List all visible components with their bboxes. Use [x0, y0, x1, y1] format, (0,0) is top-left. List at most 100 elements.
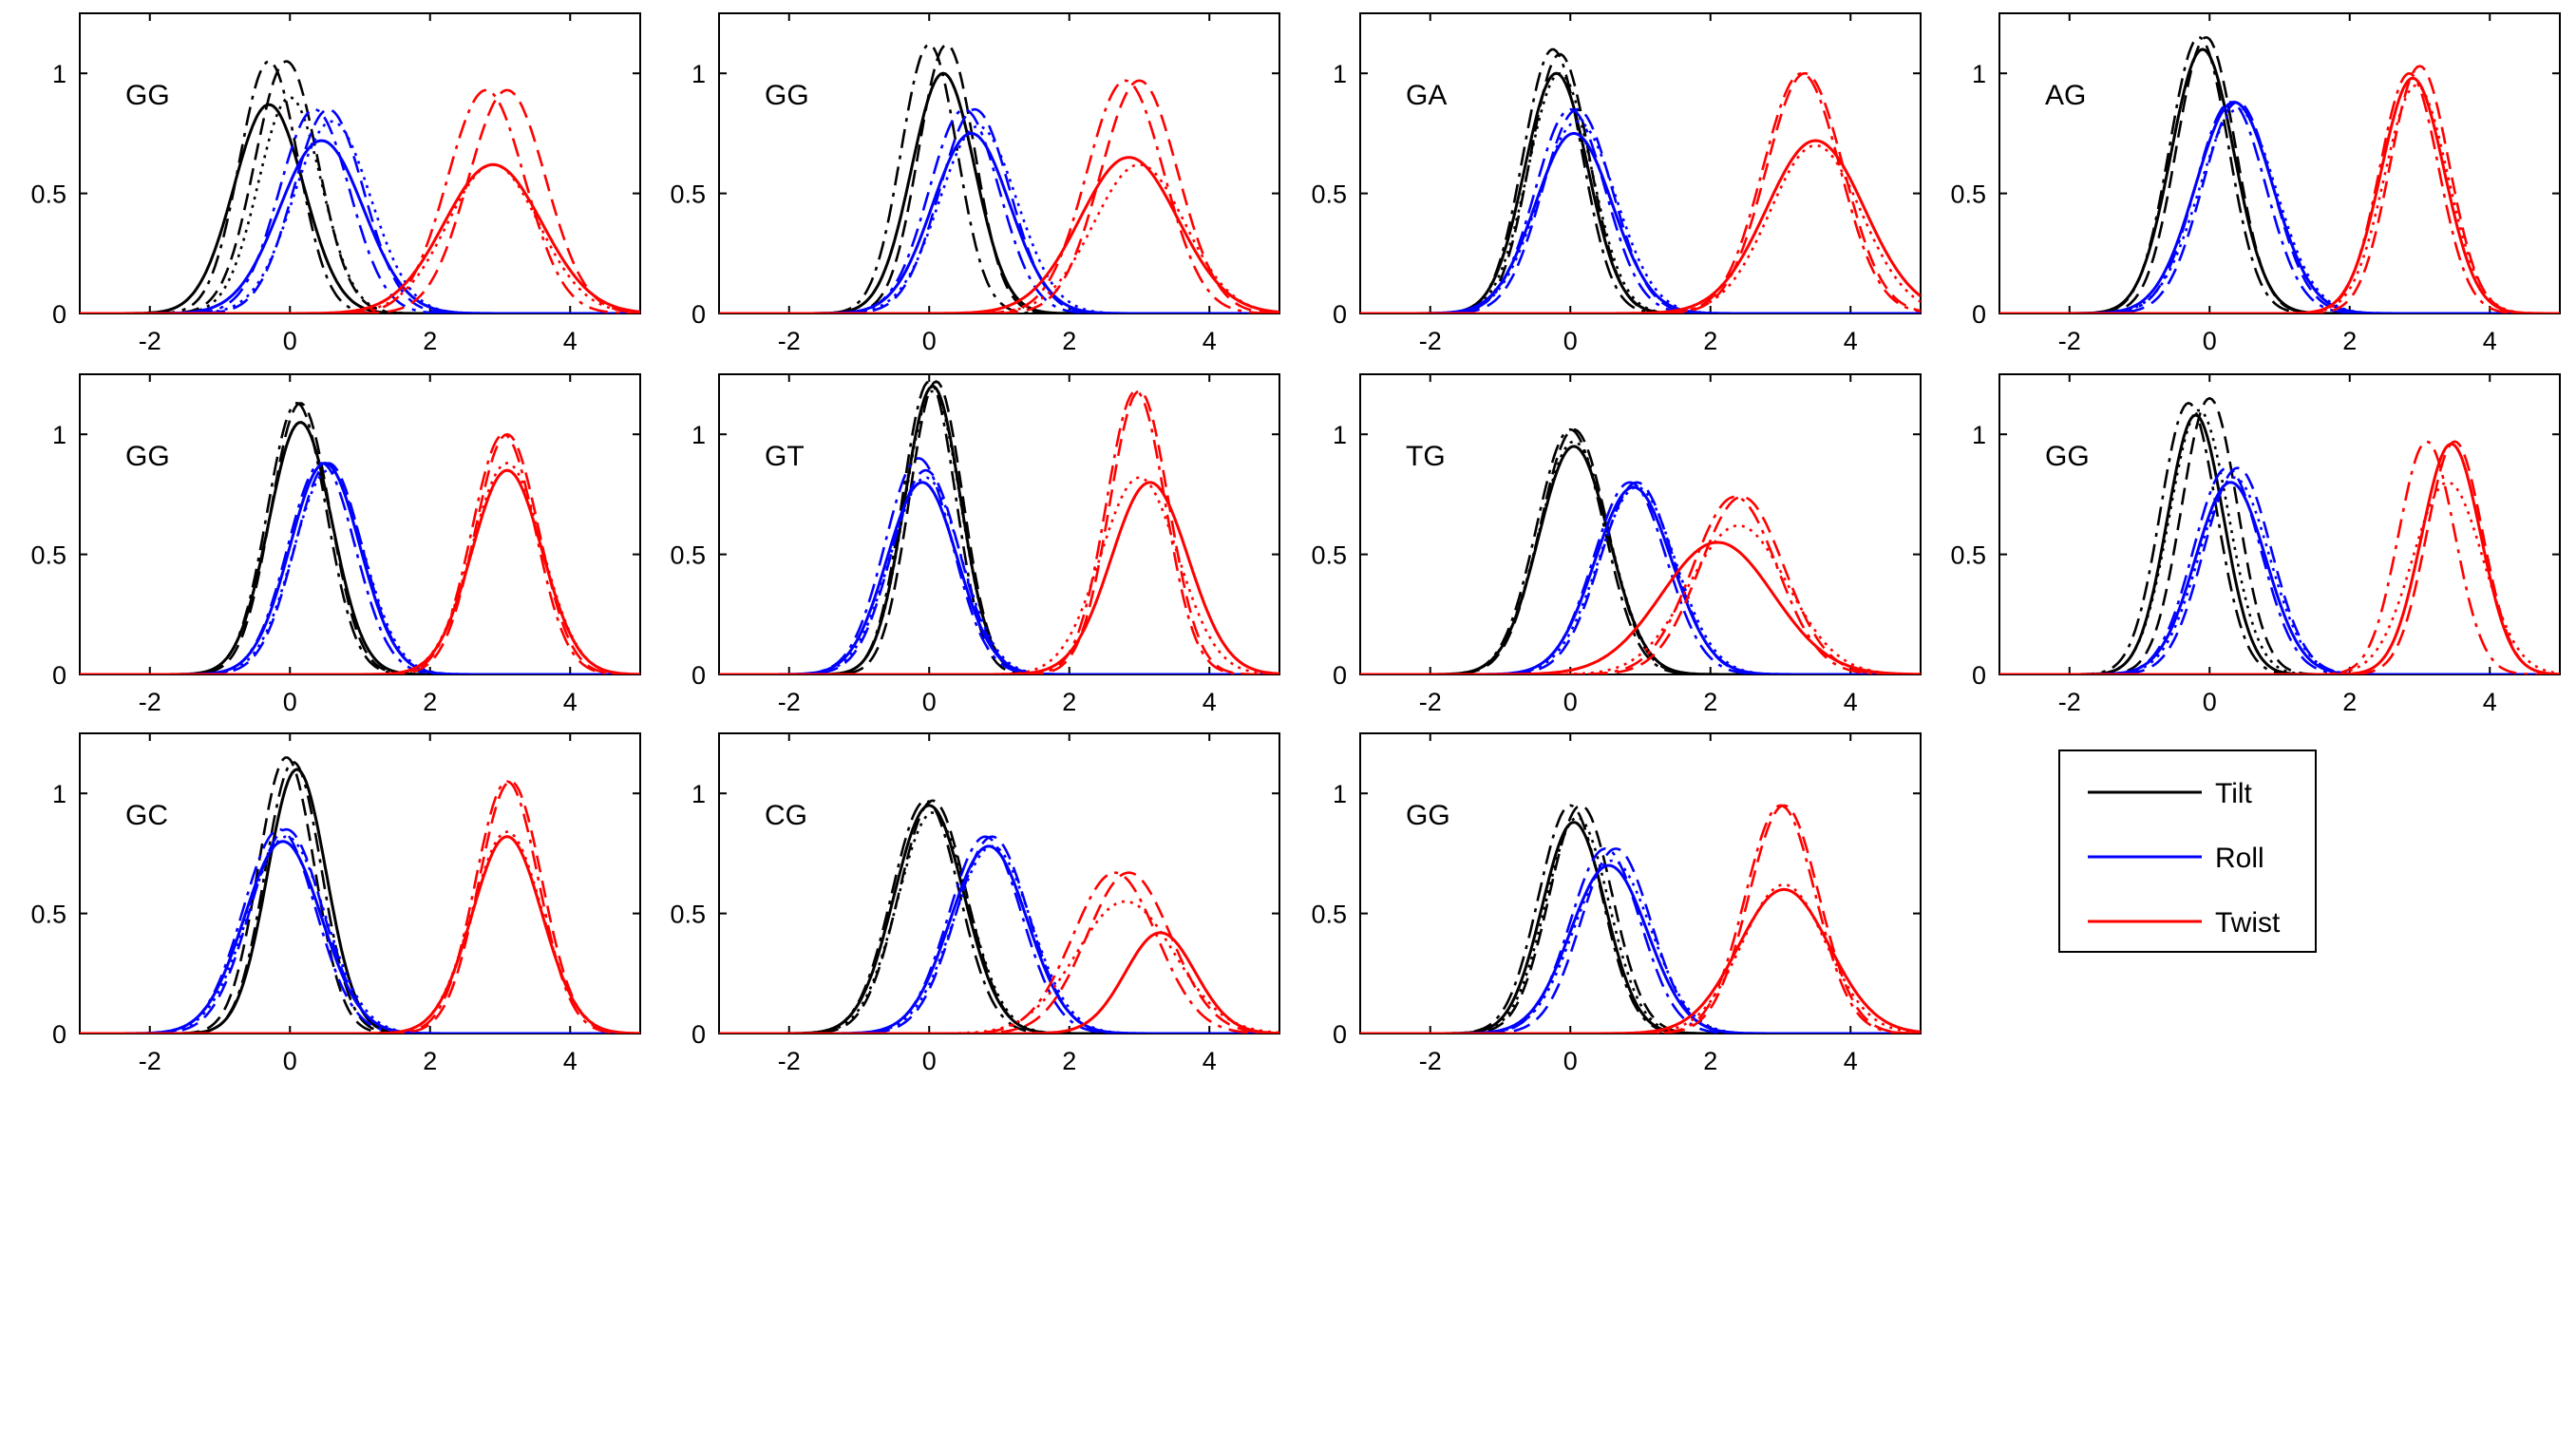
series-line-twist-dotted	[80, 462, 640, 674]
y-tick-label: 0.5	[1950, 180, 1986, 209]
series-group	[1999, 396, 2560, 674]
x-tick-label: 2	[2342, 327, 2357, 355]
axes-frame	[79, 732, 641, 1034]
series-line-twist-dotted	[719, 162, 1279, 313]
series-line-tilt-dotted	[1999, 47, 2560, 313]
series-line-tilt-dashed	[1360, 804, 1921, 1034]
panel-5: -2 0 2 4 0 0.5 1 GG	[30, 373, 641, 716]
series-line-roll-dashed	[719, 468, 1279, 674]
y-tick-label: 0.5	[1311, 180, 1347, 209]
x-tick-label: 0	[922, 1047, 937, 1075]
panel-11: -2 0 2 4 0 0.5 1 GG	[1311, 732, 1922, 1075]
y-tick-label: 0.5	[30, 901, 66, 929]
series-line-roll-dotted	[80, 120, 640, 313]
series-group	[1360, 47, 1921, 313]
axes-frame	[1359, 732, 1922, 1034]
x-tick-label: -2	[778, 327, 801, 355]
series-line-twist-solid	[80, 468, 640, 674]
series-line-tilt-dashed	[1999, 396, 2560, 674]
series-line-twist-dotted	[1360, 143, 1921, 313]
legend-box	[2058, 749, 2317, 953]
y-tick-label: 1	[1333, 421, 1347, 449]
x-tick-label: 4	[1844, 327, 1858, 355]
x-tick-label: -2	[139, 688, 161, 716]
series-line-tilt-dashdot	[1360, 804, 1921, 1034]
y-tick-label: 1	[691, 421, 706, 449]
x-tick-label: -2	[778, 688, 801, 716]
y-tick-label: 0.5	[30, 541, 66, 570]
series-line-twist-solid	[80, 835, 640, 1034]
series-line-twist-solid	[1999, 443, 2560, 674]
series-line-twist-dashed	[719, 389, 1279, 674]
x-tick-label: -2	[2058, 327, 2081, 355]
y-tick-label: 0.5	[1950, 541, 1986, 570]
series-group	[719, 380, 1279, 674]
x-tick-label: 4	[2483, 327, 2497, 355]
panel-3: -2 0 2 4 0 0.5 1 GA	[1311, 12, 1922, 355]
series-line-twist-dotted	[80, 162, 640, 313]
x-tick-label: -2	[1419, 1047, 1442, 1075]
x-tick-label: 2	[423, 327, 437, 355]
axes-frame	[1998, 373, 2561, 675]
y-tick-label: 1	[52, 780, 66, 808]
series-group	[719, 799, 1279, 1034]
x-tick-label: 0	[1563, 688, 1578, 716]
x-tick-label: 4	[1203, 1047, 1217, 1075]
panel-label: GG	[765, 80, 809, 111]
panel-label: AG	[2045, 80, 2086, 111]
y-tick-label: 0	[691, 661, 706, 690]
x-tick-label: 2	[1062, 688, 1076, 716]
y-tick-label: 1	[1333, 60, 1347, 88]
series-line-twist-dashed	[1999, 440, 2560, 674]
panel-1: -2 0 2 4 0 0.5 1 GG	[30, 12, 641, 355]
series-line-roll-solid	[719, 131, 1279, 313]
panel-label: TG	[1406, 441, 1446, 472]
panel-label: GA	[1406, 80, 1447, 111]
panel-6: -2 0 2 4 0 0.5 1 GT	[670, 373, 1280, 716]
legend-label-tilt: Tilt	[2215, 778, 2253, 809]
x-tick-label: 0	[2203, 688, 2217, 716]
series-line-twist-dashed	[1999, 65, 2560, 313]
series-group	[80, 60, 640, 313]
series-line-tilt-dashed	[719, 799, 1279, 1034]
y-tick-label: 0	[1333, 661, 1347, 690]
x-tick-label: 2	[1062, 1047, 1076, 1075]
legend: Tilt Roll Twist	[2058, 749, 2317, 953]
series-line-twist-dashdot	[80, 88, 640, 313]
series-line-roll-dashdot	[1999, 466, 2560, 674]
y-tick-label: 1	[1972, 421, 1986, 449]
y-tick-label: 0	[1333, 300, 1347, 329]
series-line-roll-dashed	[1360, 847, 1921, 1034]
x-tick-label: -2	[139, 327, 161, 355]
series-line-roll-solid	[80, 461, 640, 674]
series-line-twist-dashdot	[1360, 71, 1921, 313]
series-line-twist-solid	[719, 931, 1279, 1034]
x-tick-label: 0	[1563, 1047, 1578, 1075]
series-line-twist-dashed	[1360, 804, 1921, 1034]
x-tick-label: -2	[1419, 327, 1442, 355]
y-tick-label: 0	[52, 661, 66, 690]
x-tick-label: 2	[1703, 688, 1717, 716]
y-tick-label: 0.5	[670, 901, 706, 929]
series-line-tilt-dotted	[719, 389, 1279, 674]
series-line-tilt-dashdot	[719, 380, 1279, 674]
series-line-tilt-dotted	[1360, 816, 1921, 1034]
y-tick-label: 0	[52, 1020, 66, 1049]
series-line-roll-dashdot	[719, 107, 1279, 313]
panel-label: CG	[765, 800, 807, 831]
panel-2: -2 0 2 4 0 0.5 1 GG	[670, 12, 1280, 355]
series-line-tilt-solid	[80, 103, 640, 313]
x-tick-label: -2	[1419, 688, 1442, 716]
series-line-tilt-dashed	[80, 402, 640, 674]
series-line-twist-dashed	[80, 88, 640, 313]
x-tick-label: 4	[1203, 688, 1217, 716]
x-tick-label: 2	[423, 688, 437, 716]
x-tick-label: 0	[283, 1047, 297, 1075]
series-line-roll-dotted	[719, 844, 1279, 1034]
panel-label: GG	[2045, 441, 2090, 472]
series-line-twist-dashed	[1360, 72, 1921, 313]
panel-label: GT	[765, 441, 805, 472]
series-line-twist-dashdot	[719, 389, 1279, 674]
series-line-twist-dashdot	[719, 871, 1279, 1034]
series-group	[80, 401, 640, 674]
